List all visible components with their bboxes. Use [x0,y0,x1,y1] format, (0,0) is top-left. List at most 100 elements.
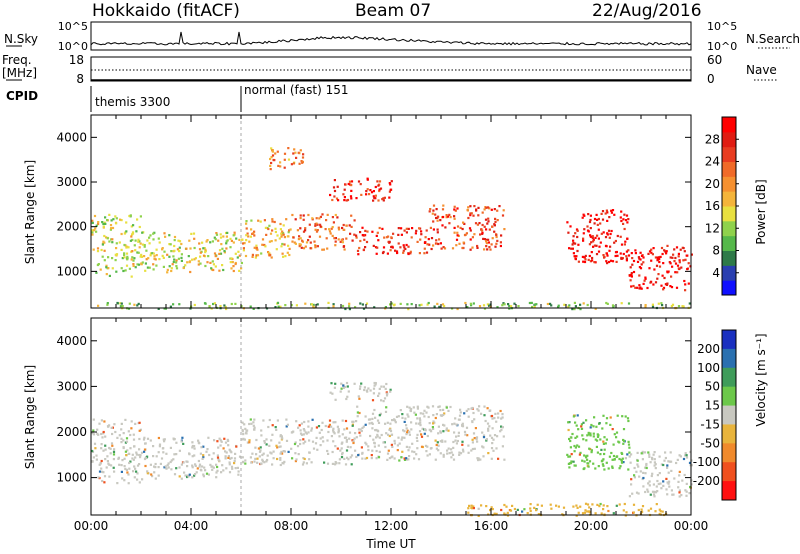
echo-cell [489,434,492,437]
echo-cell [369,418,372,421]
echo-cell [301,161,304,164]
echo-cell [295,304,298,307]
echo-cell [653,268,656,271]
echo-cell [591,236,594,240]
echo-cell [301,156,305,159]
echo-cell [418,430,422,433]
echo-cell [489,248,492,251]
echo-cell [294,151,297,154]
power-colorbar-swatch [722,250,736,266]
echo-cell [383,236,386,239]
echo-cell [303,429,306,432]
echo-cell [479,233,482,236]
echo-cell [642,261,645,264]
echo-cell [168,255,171,258]
echo-cell [398,459,401,462]
echo-cell [605,245,608,248]
echo-cell [411,450,414,453]
echo-cell [101,255,104,258]
echo-cell [364,423,367,426]
power-colorbar-tick-label: 24 [705,155,720,169]
echo-cell [489,509,492,512]
echo-cell [680,494,683,497]
echo-cell [602,504,605,507]
echo-cell [329,391,332,394]
echo-cell [389,388,392,391]
echo-cell [350,225,353,228]
echo-cell [363,388,366,392]
echo-cell [152,445,155,448]
y-tick-label: 4000 [56,130,87,144]
echo-cell [675,461,678,465]
echo-cell [666,270,669,273]
echo-cell [260,252,263,255]
echo-cell [613,458,616,461]
echo-cell [265,460,268,463]
noise-left-tick-bottom: 10^0 [58,40,88,53]
echo-cell [461,440,464,443]
echo-cell [165,452,168,455]
echo-cell [592,425,595,428]
echo-cell [643,279,646,282]
echo-cell [232,269,235,273]
echo-cell [271,218,274,221]
echo-cell [485,242,488,245]
echo-cell [359,428,362,431]
echo-cell [467,206,470,209]
echo-cell [631,263,634,266]
echo-cell [619,252,622,255]
echo-cell [161,248,164,251]
echo-cell [269,232,273,235]
echo-cell [291,213,294,217]
echo-cell [218,249,222,252]
echo-cell [344,385,347,389]
echo-cell [250,461,253,464]
echo-cell [494,412,497,415]
echo-cell [622,222,625,225]
echo-cell [341,304,345,308]
echo-cell [584,455,588,458]
echo-cell [350,189,353,192]
echo-cell [198,442,201,445]
echo-cell [572,235,575,238]
echo-cell [402,251,405,254]
echo-cell [112,458,115,461]
echo-cell [146,266,149,269]
echo-cell [170,459,173,462]
echo-cell [168,234,171,237]
echo-cell [390,236,393,239]
echo-cell [428,210,431,213]
echo-cell [355,197,358,200]
echo-cell [657,302,660,305]
echo-cell [463,222,466,225]
echo-cell [115,253,119,256]
echo-cell [345,440,348,443]
echo-cell [344,419,348,423]
echo-cell [180,463,183,466]
echo-cell [372,244,375,247]
echo-cell [389,430,393,433]
echo-cell [563,303,566,306]
echo-cell [625,511,628,514]
echo-cell [487,427,490,430]
echo-cell [132,433,135,436]
echo-cell [493,208,496,211]
echo-cell [625,259,628,262]
echo-cell [166,464,169,467]
echo-cell [583,460,586,463]
echo-cell [571,432,574,436]
echo-cell [102,432,105,435]
echo-cell [136,472,139,475]
echo-cell [334,244,337,247]
echo-cell [409,409,412,413]
echo-cell [346,456,349,459]
echo-cell [651,305,655,308]
noise-right-tick-bottom: 10^0 [707,40,737,53]
echo-cell [474,427,477,430]
echo-cell [348,180,352,183]
echo-cell [495,242,498,245]
echo-cell [683,250,686,253]
echo-cell [282,224,285,227]
echo-cell [348,302,351,305]
